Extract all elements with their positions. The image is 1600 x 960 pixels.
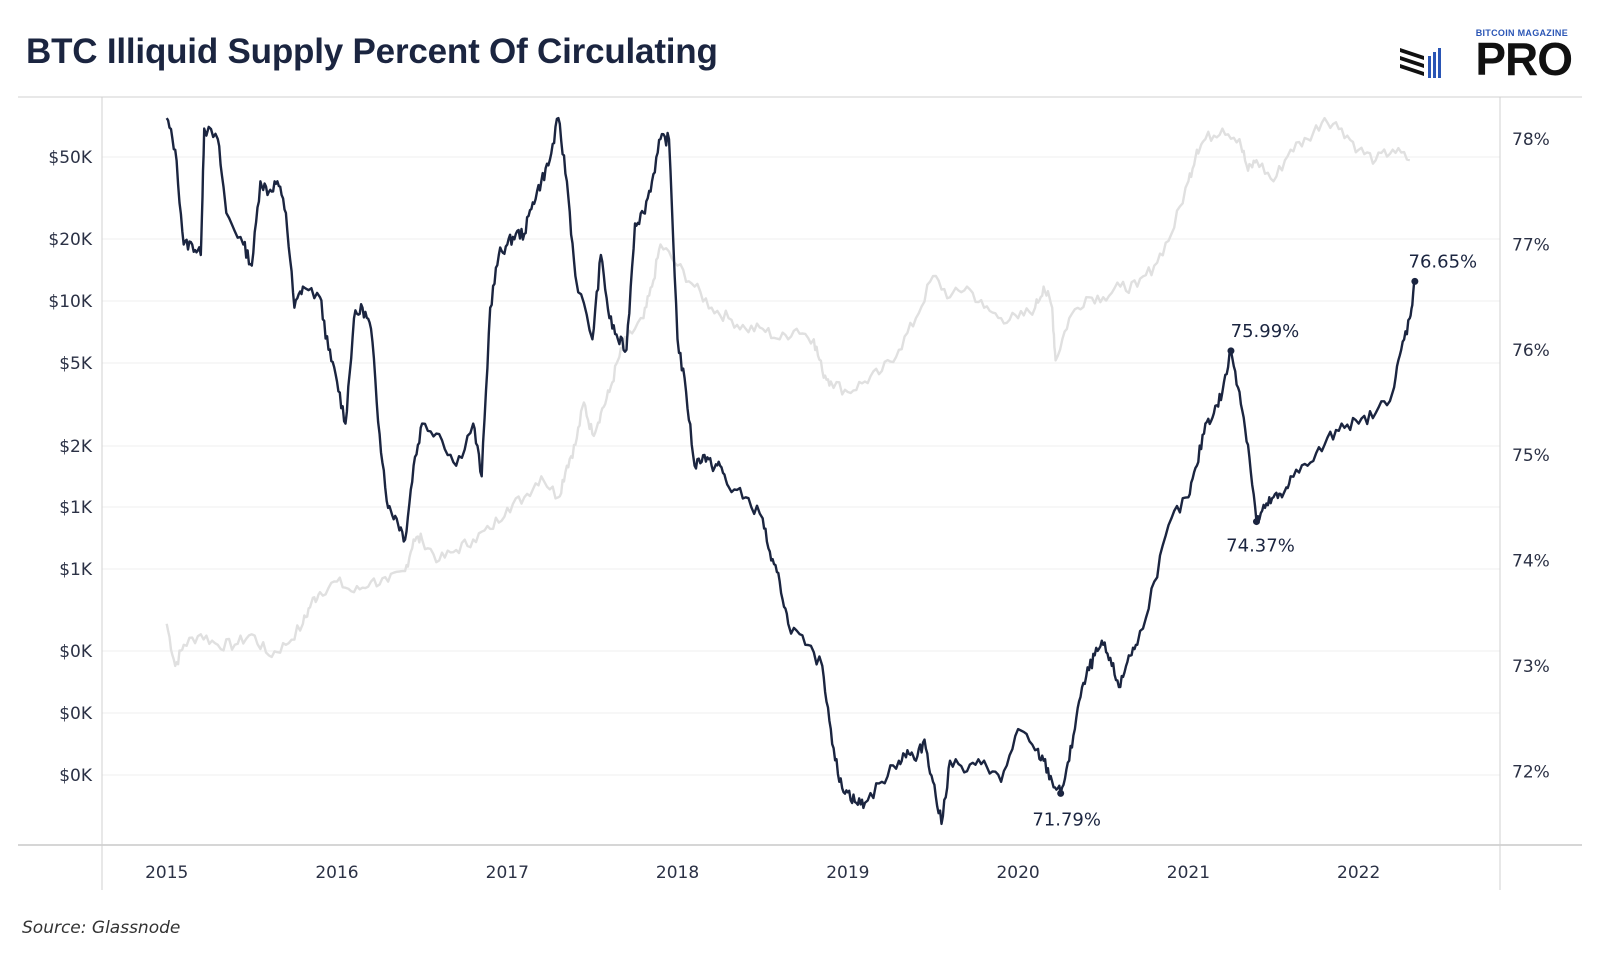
- y-left-tick-label: $2K: [59, 437, 93, 457]
- annotation-label: 74.37%: [1226, 536, 1295, 557]
- chart-frame: [18, 96, 1582, 890]
- x-tick-label: 2016: [315, 863, 358, 883]
- y-left-tick-label: $0K: [59, 766, 93, 786]
- x-axis: 2015 2016 2017 2018 2019 2020 2021 2022: [145, 863, 1380, 883]
- annotation-point: [1057, 789, 1065, 797]
- x-tick-label: 2017: [486, 863, 529, 883]
- y-left-tick-label: $1K: [59, 560, 93, 580]
- y-right-tick-label: 73%: [1512, 657, 1550, 677]
- logo-small-text: BITCOIN MAGAZINE: [1475, 28, 1568, 38]
- btc-price-series-line: [165, 116, 1411, 668]
- x-tick-label: 2019: [826, 863, 869, 883]
- annotation-label: 75.99%: [1231, 321, 1300, 342]
- y-axis-left: $50K $20K $10K $5K $2K $1K $1K $0K $0K $0K: [48, 148, 92, 786]
- y-right-tick-label: 75%: [1512, 446, 1550, 466]
- x-tick-label: 2021: [1167, 863, 1210, 883]
- y-axis-right: 78% 77% 76% 75% 74% 73% 72%: [1512, 130, 1550, 782]
- annotation-label: 76.65%: [1409, 251, 1478, 272]
- annotations-group: 76.65% 75.99% 74.37% 71.79%: [1032, 251, 1477, 830]
- y-left-tick-label: $1K: [59, 498, 93, 518]
- annotation-point: [1411, 277, 1419, 285]
- annotation-point: [1227, 347, 1235, 355]
- series-group: [165, 116, 1417, 826]
- illiquid-supply-series-line: [165, 116, 1417, 826]
- logo-bars-icon: [1400, 48, 1441, 78]
- y-left-tick-label: $50K: [48, 148, 92, 168]
- chart-title: BTC Illiquid Supply Percent Of Circulati…: [26, 32, 718, 71]
- y-left-tick-label: $5K: [59, 354, 93, 374]
- x-tick-label: 2015: [145, 863, 188, 883]
- y-right-tick-label: 74%: [1512, 552, 1550, 572]
- gridlines: [102, 156, 1500, 776]
- logo-big-text: PRO: [1475, 33, 1573, 85]
- annotation-label: 71.79%: [1032, 809, 1101, 830]
- x-tick-label: 2020: [996, 863, 1039, 883]
- y-right-tick-label: 72%: [1512, 762, 1550, 782]
- y-right-tick-label: 77%: [1512, 235, 1550, 255]
- y-left-tick-label: $20K: [48, 230, 92, 250]
- x-tick-label: 2018: [656, 863, 699, 883]
- source-note: Source: Glassnode: [22, 918, 181, 938]
- y-right-tick-label: 78%: [1512, 130, 1550, 150]
- y-left-tick-label: $0K: [59, 704, 93, 724]
- y-right-tick-label: 76%: [1512, 341, 1550, 361]
- y-left-tick-label: $10K: [48, 292, 92, 312]
- x-tick-label: 2022: [1337, 863, 1380, 883]
- annotation-point: [1252, 518, 1260, 526]
- y-left-tick-label: $0K: [59, 642, 93, 662]
- brand-logo: BITCOIN MAGAZINE PRO: [1392, 26, 1573, 86]
